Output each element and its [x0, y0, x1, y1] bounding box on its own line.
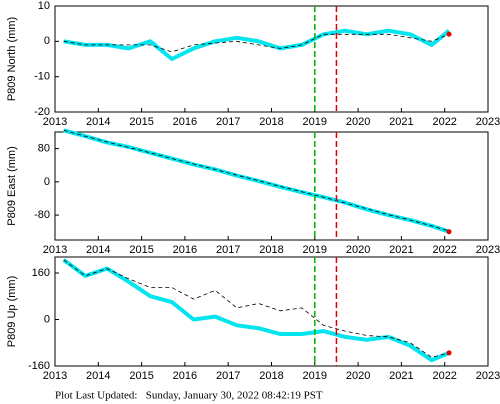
- y-tick-label: 0: [44, 176, 50, 188]
- y-tick-label: -20: [34, 106, 50, 118]
- x-tick-label: 2015: [129, 244, 153, 256]
- y-tick-label: 80: [38, 143, 50, 155]
- y-tick-label: 0: [44, 35, 50, 47]
- model-line: [63, 259, 450, 358]
- x-tick-label: 2018: [259, 244, 283, 256]
- x-tick-label: 2017: [216, 116, 240, 128]
- data-line: [63, 28, 451, 61]
- x-tick-label: 2019: [303, 370, 327, 382]
- y-axis-label: P809 East (mm): [6, 146, 18, 225]
- x-tick-label: 2017: [216, 244, 240, 256]
- x-tick-label: 2022: [432, 244, 456, 256]
- data-line: [62, 258, 450, 363]
- x-tick-label: 2020: [346, 244, 370, 256]
- footer: Plot Last Updated: Sunday, January 30, 2…: [55, 390, 323, 402]
- x-tick-label: 2017: [216, 370, 240, 382]
- plot-area: [54, 5, 489, 113]
- x-tick-label: 2016: [173, 370, 197, 382]
- plot-area: [54, 256, 489, 367]
- x-tick-label: 2014: [86, 244, 110, 256]
- x-tick-label: 2015: [129, 370, 153, 382]
- x-tick-label: 2020: [346, 370, 370, 382]
- x-tick-label: 2013: [43, 116, 67, 128]
- x-tick-label: 2021: [389, 370, 413, 382]
- data-point: [446, 31, 452, 37]
- x-tick-label: 2019: [303, 244, 327, 256]
- data-point: [446, 229, 452, 235]
- x-tick-label: 2013: [43, 244, 67, 256]
- model-line: [63, 33, 450, 53]
- x-tick-label: 2023: [476, 244, 500, 256]
- y-tick-label: 160: [32, 267, 50, 279]
- data-line: [63, 128, 450, 234]
- y-tick-label: -10: [34, 71, 50, 83]
- y-tick-label: 0: [44, 313, 50, 325]
- x-tick-label: 2022: [432, 116, 456, 128]
- y-tick-label: -160: [28, 360, 50, 372]
- x-tick-label: 2016: [173, 116, 197, 128]
- x-tick-label: 2015: [129, 116, 153, 128]
- x-tick-label: 2013: [43, 370, 67, 382]
- x-tick-label: 2016: [173, 244, 197, 256]
- x-tick-label: 2021: [389, 244, 413, 256]
- data-point: [446, 350, 452, 356]
- x-tick-label: 2014: [86, 116, 110, 128]
- x-tick-label: 2021: [389, 116, 413, 128]
- y-tick-label: -80: [34, 209, 50, 221]
- x-tick-label: 2023: [476, 370, 500, 382]
- x-tick-label: 2020: [346, 116, 370, 128]
- x-tick-label: 2018: [259, 116, 283, 128]
- y-axis-label: P809 Up (mm): [6, 276, 18, 348]
- y-axis-label: P809 North (mm): [6, 17, 18, 101]
- x-tick-label: 2022: [432, 370, 456, 382]
- x-tick-label: 2018: [259, 370, 283, 382]
- y-tick-label: 10: [38, 0, 50, 12]
- x-tick-label: 2019: [303, 116, 327, 128]
- x-tick-label: 2023: [476, 116, 500, 128]
- x-tick-label: 2014: [86, 370, 110, 382]
